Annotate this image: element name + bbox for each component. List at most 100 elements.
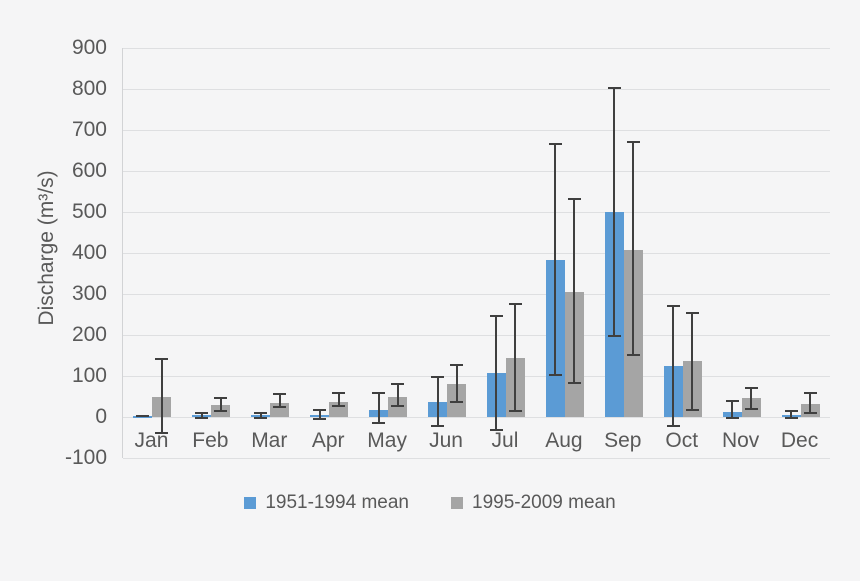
error-bar-cap	[489, 428, 503, 431]
error-bar-sep-series1	[613, 86, 616, 338]
error-bar-cap	[195, 417, 209, 420]
legend-swatch-blue	[244, 497, 257, 509]
error-bar-cap	[803, 412, 817, 415]
error-bar-aug-series1	[554, 143, 557, 376]
error-bar-cap	[567, 197, 581, 200]
error-bar-feb-series1	[200, 412, 203, 420]
error-bar-apr-series2	[337, 391, 340, 408]
error-bar-cap	[685, 311, 699, 314]
error-bar-jan-series2	[160, 357, 163, 434]
error-bar-cap	[313, 409, 327, 412]
error-bar-cap	[332, 405, 346, 408]
error-bar-cap	[607, 335, 621, 338]
gridline-900	[123, 47, 830, 49]
error-bar-mar-series1	[259, 412, 262, 419]
gridline-600	[123, 170, 830, 172]
gridline-400	[123, 252, 830, 254]
error-bar-jul-series1	[495, 314, 498, 431]
error-bar-nov-series1	[731, 399, 734, 420]
x-tick-label-dec: Dec	[780, 429, 819, 452]
gridline-200	[123, 334, 830, 336]
error-bar-cap	[450, 400, 464, 403]
error-bar-cap	[784, 417, 798, 420]
error-bar-cap	[607, 86, 621, 89]
error-bar-cap	[155, 431, 169, 434]
error-bar-cap	[214, 396, 228, 399]
plot-area	[122, 47, 830, 459]
error-bar-cap	[685, 408, 699, 411]
x-tick-label-mar: Mar	[251, 429, 288, 452]
error-bar-cap	[626, 354, 640, 357]
x-tick-label-may: May	[367, 429, 407, 452]
error-bar-aug-series2	[573, 197, 576, 385]
y-tick-label-900: 900	[71, 36, 107, 59]
error-bar-cap	[214, 410, 228, 413]
error-bar-cap	[489, 314, 503, 317]
legend-label: 1995-2009 mean	[472, 492, 616, 513]
y-tick-label-100: 100	[71, 364, 107, 387]
x-tick-label-apr: Apr	[311, 429, 345, 452]
x-tick-label-feb: Feb	[192, 429, 229, 452]
y-tick-label-200: 200	[71, 323, 107, 346]
gridline-0	[123, 416, 830, 418]
gridline-500	[123, 211, 830, 213]
y-tick-label-800: 800	[71, 77, 107, 100]
error-bar-cap	[666, 305, 680, 308]
error-bar-mar-series2	[278, 393, 281, 408]
x-tick-label-aug: Aug	[545, 429, 583, 452]
error-bar-cap	[725, 417, 739, 420]
error-bar-cap	[784, 410, 798, 413]
error-bar-feb-series2	[219, 396, 222, 413]
legend-label: 1951-1994 mean	[265, 492, 409, 513]
error-bar-cap	[548, 374, 562, 376]
legend-item-1951-1994: 1951-1994 mean	[244, 492, 409, 514]
x-tick-label-jun: Jun	[429, 429, 463, 452]
error-bar-cap	[372, 421, 386, 424]
error-bar-cap	[508, 410, 522, 413]
error-bar-apr-series1	[318, 409, 321, 421]
bar-may-series2	[388, 396, 408, 417]
error-bar-dec-series1	[790, 410, 793, 420]
error-bar-cap	[391, 404, 405, 407]
error-bar-cap	[273, 393, 287, 396]
error-bar-cap	[313, 418, 327, 421]
legend-swatch-gray	[451, 497, 463, 509]
gridline--100	[123, 457, 830, 459]
error-bar-cap	[273, 405, 287, 408]
error-bar-cap	[450, 363, 464, 366]
x-tick-label-sep: Sep	[604, 429, 642, 452]
error-bar-oct-series2	[691, 311, 694, 411]
x-tick-label-jul: Jul	[491, 429, 519, 452]
gridline-700	[123, 129, 830, 131]
error-bar-cap	[254, 416, 268, 419]
y-tick-label-0: 0	[95, 405, 107, 428]
error-bar-dec-series2	[809, 391, 812, 415]
error-bar-jun-series2	[455, 363, 458, 403]
error-bar-cap	[372, 392, 386, 395]
error-bar-oct-series1	[672, 305, 675, 428]
x-tick-label-jan: Jan	[134, 429, 169, 452]
error-bar-cap	[666, 425, 680, 428]
error-bar-jul-series2	[514, 303, 517, 413]
error-bar-cap	[567, 382, 581, 385]
legend: 1951-1994 mean 1995-2009 mean	[0, 492, 860, 514]
y-tick-label-600: 600	[71, 159, 107, 182]
error-bar-cap	[548, 143, 562, 146]
error-bar-may-series1	[377, 392, 380, 424]
legend-item-1995-2009: 1995-2009 mean	[451, 492, 616, 514]
y-tick-label--100: -100	[64, 446, 107, 469]
error-bar-cap	[508, 303, 522, 306]
error-bar-cap	[431, 424, 445, 427]
error-bar-cap	[626, 141, 640, 144]
error-bar-nov-series2	[750, 387, 753, 411]
error-bar-cap	[332, 391, 346, 394]
x-tick-label-nov: Nov	[721, 429, 760, 452]
error-bar-sep-series2	[632, 141, 635, 357]
error-bar-cap	[725, 399, 739, 402]
error-bar-cap	[803, 391, 817, 394]
error-bar-cap	[431, 376, 445, 378]
error-bar-jun-series1	[436, 376, 439, 427]
error-bar-cap	[155, 357, 169, 360]
error-bar-may-series2	[396, 383, 399, 407]
